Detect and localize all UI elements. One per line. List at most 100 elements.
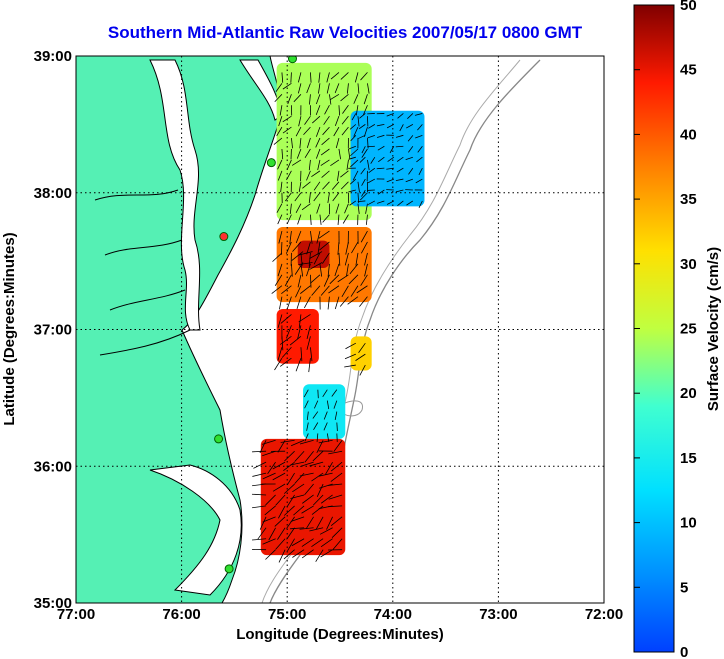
velocity-vector [361, 189, 366, 197]
velocity-vector [350, 135, 357, 142]
velocity-vector [297, 325, 302, 340]
velocity-vector [304, 296, 311, 309]
velocity-vector [330, 516, 343, 527]
velocity-vector [340, 181, 349, 190]
velocity-vector [337, 170, 340, 182]
velocity-vector [278, 230, 283, 244]
colorbar-tick-label: 15 [680, 450, 697, 467]
velocity-vector [309, 461, 324, 467]
velocity-vector [357, 116, 360, 127]
velocity-vector [317, 159, 321, 171]
velocity-vector [316, 203, 321, 214]
velocity-vector [303, 389, 309, 398]
velocity-vector [376, 167, 385, 170]
velocity-vector [363, 94, 368, 105]
velocity-vector [354, 72, 359, 83]
velocity-vector [304, 433, 309, 442]
velocity-vector [338, 148, 342, 160]
velocity-vector [334, 116, 340, 126]
velocity-vector [286, 516, 295, 529]
velocity-vector [311, 505, 324, 515]
velocity-vector [291, 263, 293, 277]
velocity-vector [309, 94, 311, 105]
velocity-vector [414, 113, 423, 116]
velocity-vector [331, 389, 338, 397]
velocity-vector [386, 200, 395, 205]
velocity-vector [323, 422, 328, 431]
velocity-vector [303, 126, 311, 136]
velocity-vector [319, 527, 333, 535]
velocity-vector [348, 145, 356, 150]
velocity-vector [281, 148, 284, 160]
velocity-vector [287, 538, 295, 552]
plot-area: 77:00 76:00 75:00 74:00 73:00 72:00 35:00 36:0… [34, 48, 624, 623]
velocity-region-6 [303, 384, 346, 439]
velocity-vector [310, 274, 312, 288]
velocity-vector [367, 83, 370, 94]
velocity-vector [324, 105, 330, 115]
velocity-vector [363, 105, 368, 115]
x-axis-label: Longitude (Degrees:Minutes) [236, 626, 444, 643]
velocity-vector [297, 274, 302, 288]
velocity-vector [319, 241, 330, 251]
velocity-vector [295, 358, 302, 372]
y-tick-label: 35:00 [34, 595, 72, 612]
x-tick-label: 74:00 [374, 606, 412, 623]
velocity-vector [318, 472, 333, 477]
velocity-vector [322, 214, 330, 223]
velocity-vector [387, 156, 395, 162]
velocity-vector [368, 167, 376, 173]
velocity-vector [358, 134, 366, 139]
velocity-vector [318, 72, 321, 83]
velocity-vector [281, 347, 292, 358]
velocity-vector [328, 285, 340, 294]
velocity-vector [397, 113, 404, 119]
velocity-vector [408, 146, 414, 153]
velocity-vector [316, 433, 319, 442]
velocity-vector [377, 145, 385, 151]
velocity-vector [277, 527, 286, 540]
velocity-region-4 [276, 308, 319, 364]
velocity-vector [297, 214, 302, 225]
velocity-vector [337, 241, 340, 255]
colorbar-tick-label: 20 [680, 385, 697, 402]
velocity-vector [313, 494, 324, 506]
velocity-vector [359, 296, 368, 307]
velocity-vector [361, 178, 366, 186]
velocity-vector [287, 94, 292, 105]
velocity-vector [272, 472, 286, 481]
velocity-vector [289, 336, 302, 346]
velocity-vectors [251, 72, 423, 563]
y-tick-labels: 35:00 36:00 37:00 38:00 39:00 [34, 48, 72, 612]
velocity-vector [294, 472, 305, 484]
velocity-vector [301, 538, 314, 547]
velocity-vector [336, 422, 338, 432]
velocity-vector [302, 181, 311, 189]
velocity-vector [365, 214, 368, 225]
velocity-vector [290, 494, 305, 499]
velocity-vector [274, 274, 283, 286]
colorbar-tick-label: 10 [680, 515, 697, 532]
velocity-vector [323, 274, 330, 287]
velocity-vector [342, 104, 349, 114]
velocity-vector [290, 461, 305, 466]
velocity-vector [290, 439, 305, 447]
velocity-vector [355, 105, 359, 116]
velocity-vector [275, 538, 286, 550]
velocity-vector [350, 285, 359, 297]
velocity-vector [277, 214, 283, 225]
velocity-vector [315, 148, 321, 159]
velocity-vector [407, 113, 414, 119]
velocity-vector [301, 203, 311, 211]
velocity-vector [344, 353, 356, 360]
velocity-vector [330, 461, 343, 472]
velocity-vector [367, 159, 370, 171]
velocity-vector [310, 72, 312, 83]
velocity-vector [395, 134, 404, 138]
velocity-vector [309, 251, 323, 259]
river-york [109, 289, 186, 311]
colorbar-tick-label: 5 [680, 579, 688, 596]
velocity-vector [313, 422, 319, 431]
velocity-vector [360, 274, 368, 286]
y-tick-label: 37:00 [34, 322, 72, 339]
